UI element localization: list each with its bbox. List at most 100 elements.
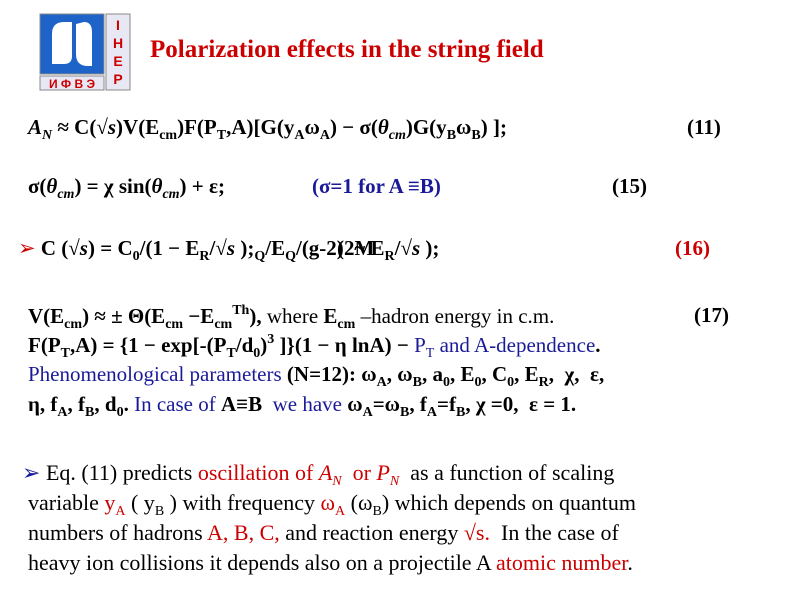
- text-run: A: [115, 504, 126, 519]
- text-run: s: [411, 236, 421, 260]
- text-run: , C: [481, 362, 508, 386]
- text-run: (2M: [337, 236, 375, 260]
- text-line: heavy ion collisions it depends also on …: [28, 550, 772, 580]
- text-run: )G(y: [405, 115, 447, 139]
- text-run: A: [426, 405, 438, 420]
- text-run: A: [294, 128, 305, 143]
- text-run: cm: [64, 317, 83, 332]
- logo-row-box: [39, 75, 105, 91]
- text-run: B: [412, 375, 422, 390]
- text-run: A≡B: [220, 392, 263, 416]
- text-run: s: [79, 236, 88, 260]
- text-run: , χ, ε,: [548, 362, 605, 386]
- text-run: and A-dependence: [434, 333, 596, 357]
- text-run: B: [85, 405, 95, 420]
- text-run: In case of: [128, 392, 221, 416]
- text-run: =ω: [372, 392, 401, 416]
- text-run: θ: [377, 115, 389, 139]
- text-run: ) + ε;: [179, 174, 225, 198]
- text-run: (ω: [345, 490, 373, 515]
- text-run: ) − σ(: [329, 115, 378, 139]
- text-run: E: [323, 304, 338, 328]
- text-run: /d: [235, 333, 254, 357]
- text-run: /E: [265, 236, 286, 260]
- text-run: variable: [28, 490, 105, 515]
- text-run: s: [107, 115, 117, 139]
- text-run: R: [538, 375, 549, 390]
- text-run: (16): [675, 236, 710, 260]
- text-run: T: [216, 128, 227, 143]
- text-run: Q: [254, 249, 266, 264]
- text-run: we have: [262, 392, 348, 416]
- text-run: ) with frequency: [164, 490, 321, 515]
- text-run: , ω: [386, 362, 413, 386]
- text-run: A: [362, 405, 373, 420]
- text-run: );: [420, 236, 440, 260]
- text-line: F(PT,A) = {1 − exp[-(PT/d0)3 ]}(1 − η ln…: [28, 332, 772, 362]
- text-run: ( y: [125, 490, 155, 515]
- text-run: η, f: [28, 392, 58, 416]
- text-run: numbers of hadrons: [28, 520, 208, 545]
- logo-letter: E: [113, 53, 122, 69]
- text-run: N: [332, 474, 342, 489]
- text-run: Q: [285, 249, 296, 264]
- text-run: R: [384, 249, 395, 264]
- text-run: heavy ion collisions it depends also on …: [28, 550, 497, 575]
- text-run: , f: [67, 392, 86, 416]
- text-run: 0: [474, 375, 482, 390]
- text-line: numbers of hadrons A, B, C, and reaction…: [28, 520, 772, 550]
- text-run: –hadron energy in c.m.: [355, 304, 555, 328]
- text-run: A: [335, 504, 346, 519]
- text-run: ) = C: [87, 236, 133, 260]
- text-run: 3: [267, 332, 275, 347]
- text-run: , χ =0, ε = 1.: [465, 392, 577, 416]
- text-run: ,A)[G(y: [226, 115, 295, 139]
- text-run: (17): [694, 303, 729, 327]
- text-run: B: [372, 504, 382, 519]
- text-run: ω: [347, 392, 363, 416]
- text-run: (N=12): ω: [286, 362, 377, 386]
- text-run: ,A) = {1 − exp[-(P: [70, 333, 227, 357]
- text-run: A: [57, 405, 68, 420]
- text-run: /(g-2) ~ E: [295, 236, 385, 260]
- logo-letter: P: [113, 71, 122, 87]
- text-run: cm: [159, 128, 178, 143]
- text-run: .: [595, 333, 601, 357]
- text-run: or: [341, 460, 377, 485]
- text-run: ) ≈ ± Θ(E: [82, 304, 166, 328]
- text-run: (11): [687, 115, 721, 139]
- text-run: )F(P: [177, 115, 217, 139]
- logo-row: И Ф В Э: [49, 77, 96, 91]
- text-run: and reaction energy: [279, 520, 464, 545]
- text-run: ➢: [22, 460, 41, 485]
- text-run: /(1 − E: [139, 236, 200, 260]
- text-run: Th: [232, 303, 250, 318]
- text-run: cm: [388, 128, 406, 143]
- text-line: ➢ C (√s) = C0/(1 − ER/√s ); (2M Q/EQ/(g-2)…: [18, 236, 772, 266]
- text-run: θ: [46, 174, 58, 198]
- text-run: ω: [304, 115, 320, 139]
- text-line: AN ≈ C(√s)V(Ecm)F(PT,A)[G(yAωA) − σ(θcm)…: [28, 115, 772, 145]
- text-run: , E: [514, 362, 539, 386]
- text-line: σ(θcm) = χ sin(θcm) + ε; (σ=1 for A ≡B) (1…: [28, 174, 772, 204]
- text-run: ) = χ sin(: [74, 174, 152, 198]
- text-run: A: [28, 115, 43, 139]
- text-run: y: [104, 490, 116, 515]
- text-run: 0: [116, 405, 124, 420]
- text-run: A: [318, 460, 333, 485]
- text-run: 0: [253, 346, 261, 361]
- text-run: , f: [409, 392, 427, 416]
- text-run: V(E: [28, 304, 65, 328]
- text-line: ➢ Eq. (11) predicts oscillation of AN or…: [22, 460, 772, 490]
- text-run: ω: [320, 490, 336, 515]
- text-run: A, B, C,: [207, 520, 280, 545]
- text-run: where: [261, 304, 324, 328]
- text-run: oscillation of: [197, 460, 319, 485]
- text-run: B: [455, 405, 466, 420]
- text-run: , a: [421, 362, 443, 386]
- text-run: ω: [456, 115, 472, 139]
- text-line: Phenomenological parameters (N=12): ωA, …: [28, 362, 772, 392]
- text-line: variable yA ( yB ) with frequency ωA (ωB…: [28, 490, 772, 520]
- text-run: R: [199, 249, 210, 264]
- text-run: F(P: [28, 333, 61, 357]
